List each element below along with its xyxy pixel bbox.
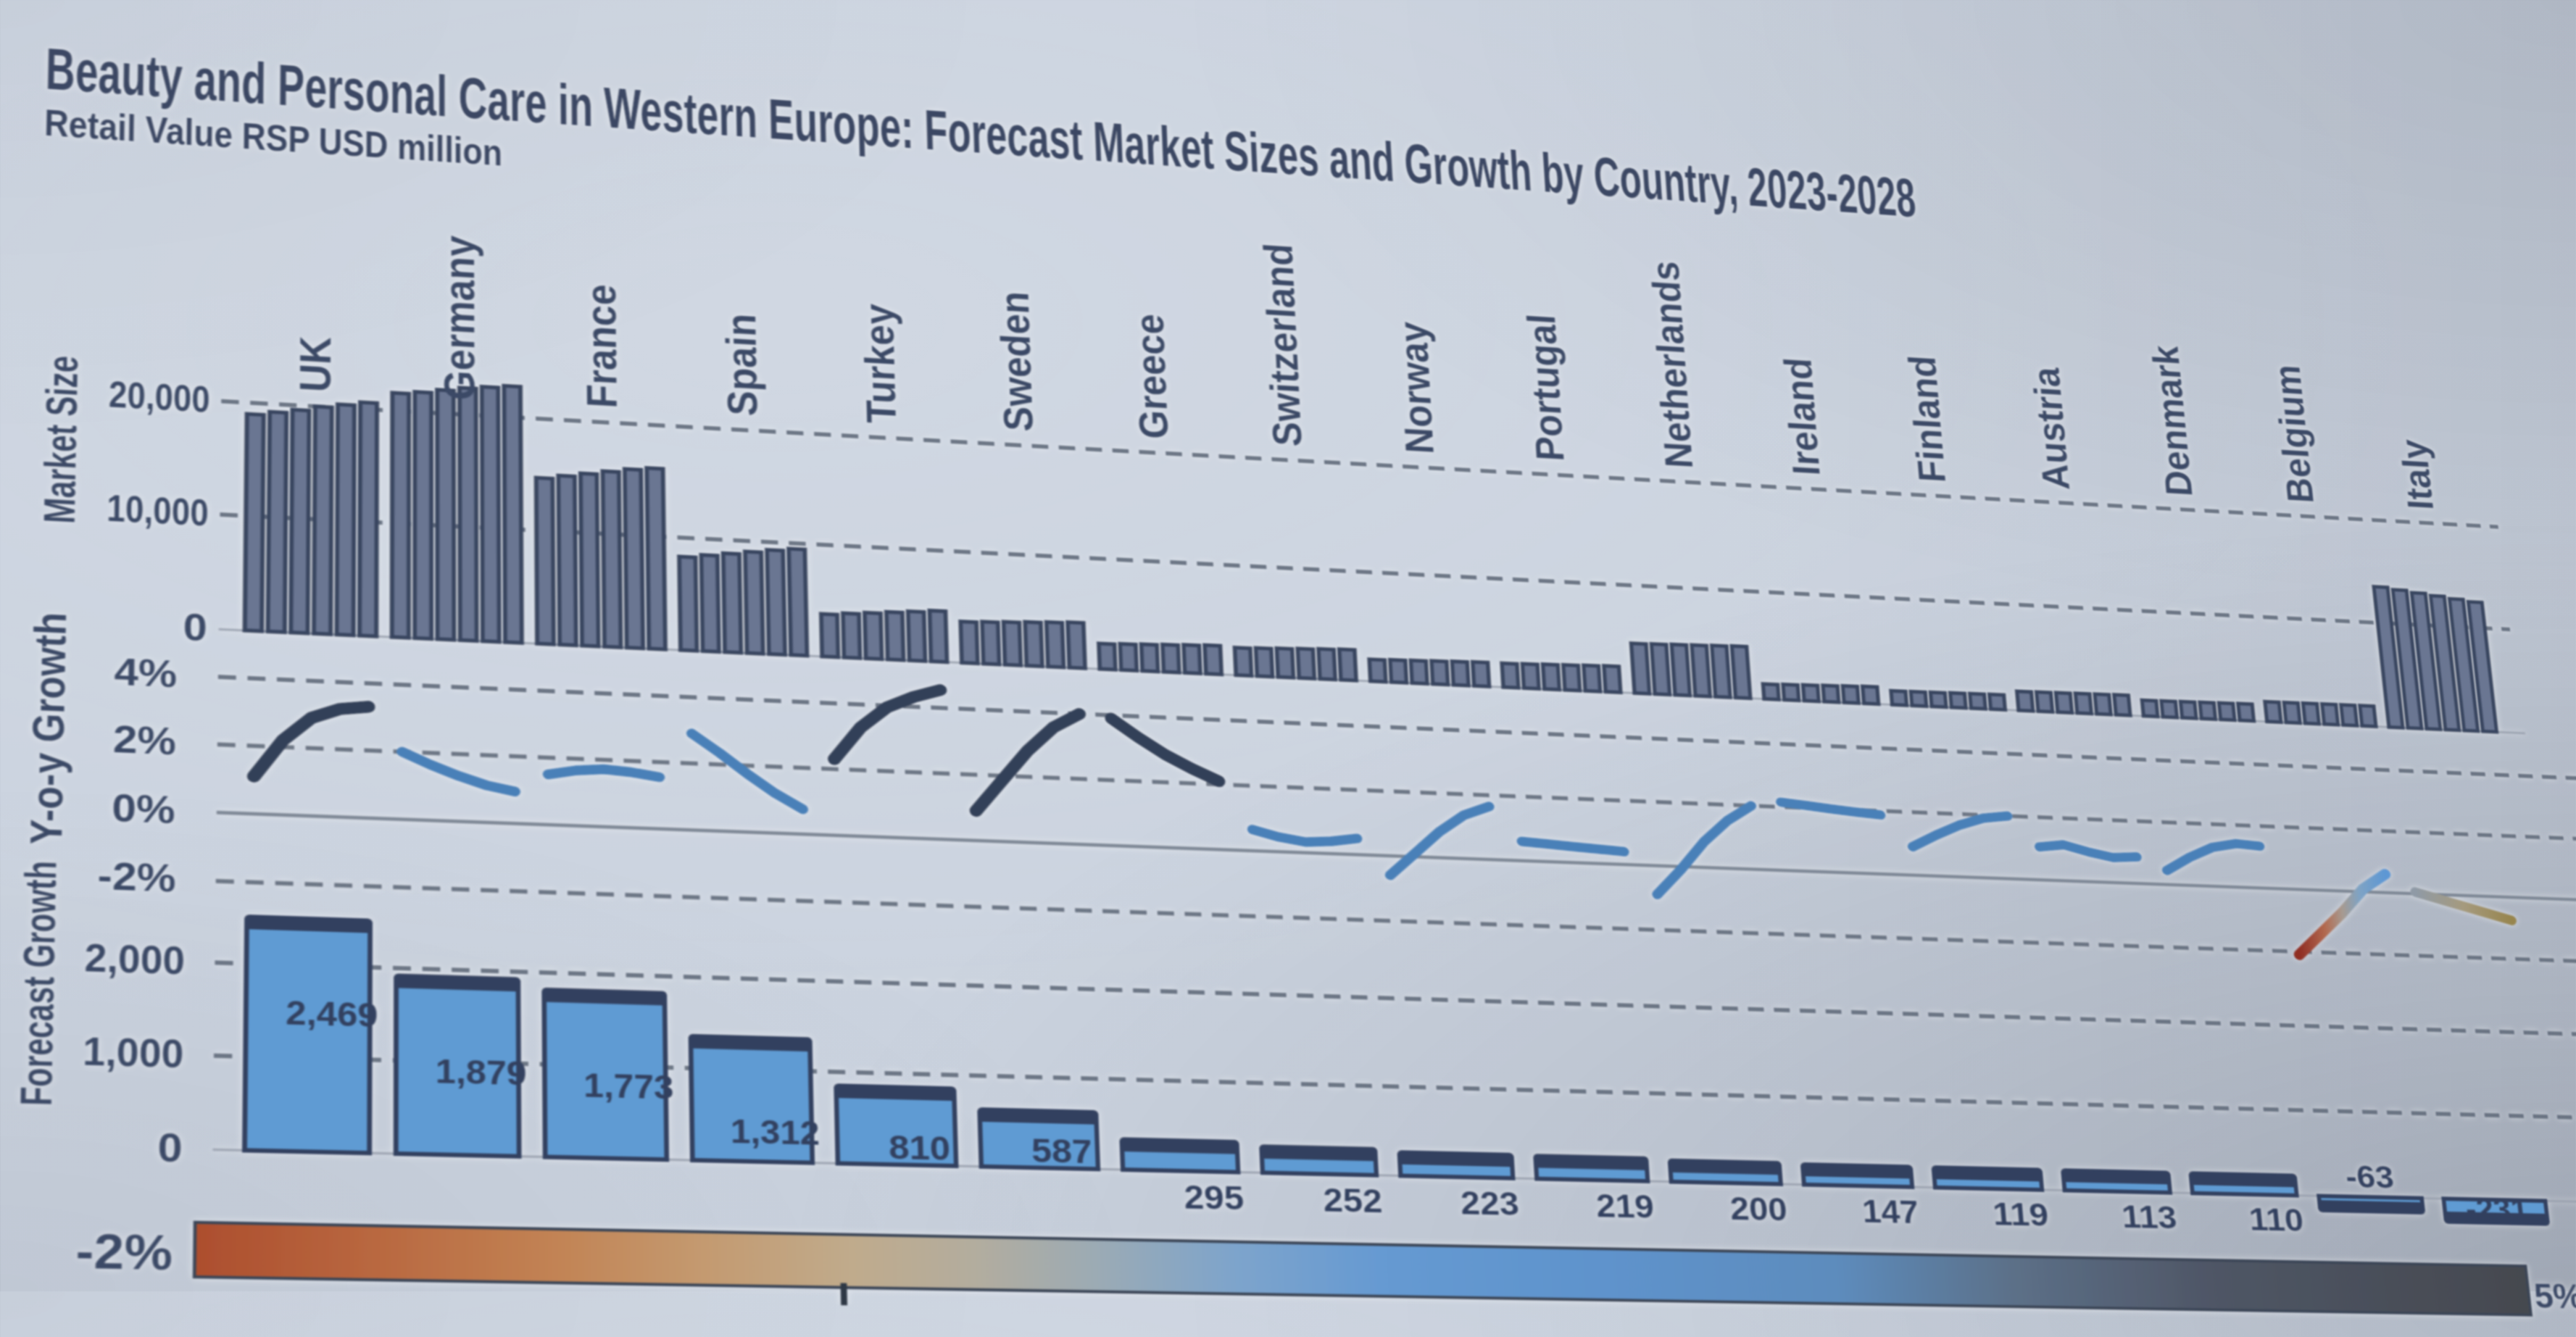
svg-text:Portugal: Portugal <box>1519 313 1573 462</box>
svg-text:223: 223 <box>1460 1184 1520 1222</box>
svg-text:110: 110 <box>2248 1201 2305 1238</box>
svg-text:Norway: Norway <box>1390 320 1442 454</box>
svg-text:Forecast Growth: Forecast Growth <box>12 860 66 1107</box>
svg-text:1,312: 1,312 <box>730 1112 820 1151</box>
svg-text:Germany: Germany <box>435 234 484 401</box>
svg-text:Italy: Italy <box>2393 438 2442 511</box>
svg-text:France: France <box>577 283 627 409</box>
svg-text:20,000: 20,000 <box>109 374 210 420</box>
svg-text:-63: -63 <box>2344 1159 2396 1195</box>
svg-text:1,773: 1,773 <box>583 1066 674 1106</box>
svg-text:587: 587 <box>1031 1131 1092 1170</box>
svg-text:200: 200 <box>1729 1190 1788 1228</box>
svg-text:1,000: 1,000 <box>83 1030 184 1076</box>
svg-text:219: 219 <box>1595 1187 1655 1225</box>
svg-text:0: 0 <box>157 1126 183 1171</box>
svg-text:-2%: -2% <box>75 1224 173 1280</box>
svg-text:147: 147 <box>1861 1193 1919 1230</box>
svg-text:UK: UK <box>291 335 341 393</box>
svg-text:-2%: -2% <box>97 855 176 901</box>
svg-text:Sweden: Sweden <box>991 290 1042 433</box>
svg-text:10,000: 10,000 <box>107 488 209 534</box>
svg-text:810: 810 <box>889 1128 951 1167</box>
svg-text:2,000: 2,000 <box>84 936 185 983</box>
svg-text:2,469: 2,469 <box>286 994 378 1034</box>
svg-text:Netherlands: Netherlands <box>1643 259 1701 470</box>
svg-text:Finland: Finland <box>1900 354 1954 483</box>
svg-text:119: 119 <box>1991 1196 2050 1233</box>
svg-text:0%: 0% <box>112 787 176 832</box>
svg-text:Spain: Spain <box>717 312 767 417</box>
svg-text:113: 113 <box>2120 1199 2178 1236</box>
svg-text:252: 252 <box>1322 1181 1383 1220</box>
svg-text:4%: 4% <box>114 651 178 696</box>
svg-text:Austria: Austria <box>2025 365 2079 491</box>
svg-text:Y-o-y Growth: Y-o-y Growth <box>20 612 75 846</box>
svg-text:5%: 5% <box>2533 1277 2576 1316</box>
svg-text:Market Size: Market Size <box>34 354 87 525</box>
svg-text:Switzerland: Switzerland <box>1256 242 1311 448</box>
svg-text:Ireland: Ireland <box>1777 357 1829 477</box>
svg-text:0: 0 <box>183 607 207 649</box>
svg-text:Turkey: Turkey <box>855 302 905 425</box>
svg-text:2%: 2% <box>112 719 176 764</box>
svg-text:Belgium: Belgium <box>2267 364 2322 504</box>
svg-text:-231: -231 <box>2464 1191 2530 1228</box>
svg-text:1,879: 1,879 <box>436 1052 527 1093</box>
svg-text:Denmark: Denmark <box>2145 344 2201 497</box>
svg-text:Greece: Greece <box>1126 312 1178 440</box>
svg-text:295: 295 <box>1183 1178 1245 1217</box>
